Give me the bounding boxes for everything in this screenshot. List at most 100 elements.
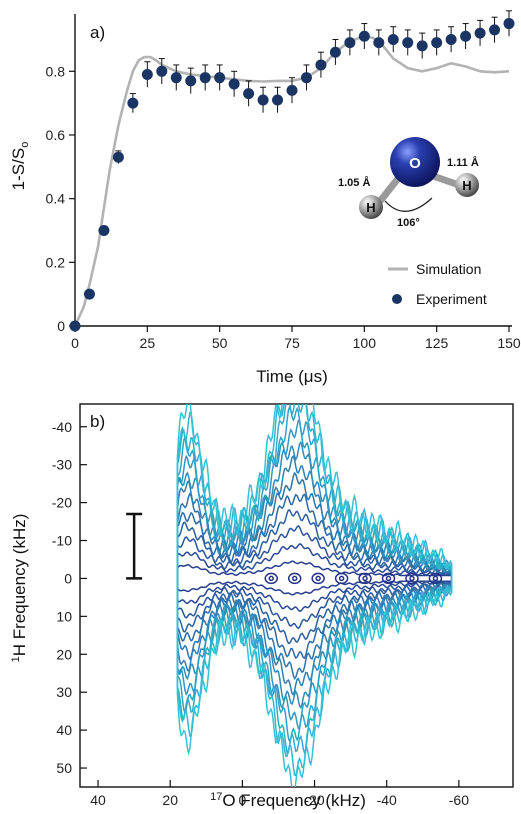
contour-ring-core [291, 575, 298, 582]
contour-ring-core [268, 575, 274, 582]
experiment-point [112, 151, 124, 163]
water-molecule-inset: O H H 1.05 Å 1.11 Å 106° [338, 137, 479, 229]
experiment-point [402, 37, 414, 49]
hydrogen-symbol-right: H [462, 178, 471, 193]
panel-b-y-axis-title-sup: 1 [10, 656, 22, 662]
bond-length-left: 1.05 Å [338, 176, 370, 189]
panel-a: 0 25 50 75 100 125 150 0 0.2 0.4 0.6 0.8 a) Time (μ… [9, 10, 521, 386]
experiment-point [199, 72, 211, 84]
panel-a-y-tick-label: 0 [57, 318, 65, 334]
panel-b-label: b) [90, 412, 105, 431]
experiment-point [214, 72, 226, 84]
experiment-point [286, 84, 298, 96]
experiment-point [170, 72, 182, 84]
bond-length-right: 1.11 Å [447, 156, 479, 169]
experiment-point [358, 30, 370, 42]
bond-angle-arc [384, 197, 433, 212]
experiment-point [503, 18, 515, 30]
panel-a-x-tick-label: 100 [353, 335, 377, 351]
panel-b-y-tick-label: 0 [64, 570, 72, 586]
experiment-point [460, 30, 472, 42]
experiment-point [69, 320, 81, 332]
panel-b-frame [79, 403, 514, 788]
panel-b-x-tick-label: -20 [304, 792, 324, 808]
panel-b-y-tick-label: 20 [56, 646, 72, 662]
experiment-point [315, 59, 327, 71]
panel-a-y-tick-label: 0.2 [46, 254, 66, 270]
panel-a-x-tick-label: 50 [212, 335, 228, 351]
panel-a-x-tick-label: 0 [71, 335, 79, 351]
panel-a-y-tick-label: 0.6 [46, 127, 66, 143]
experiment-point [243, 88, 255, 100]
panel-b: 40 20 0 -20 -40 -60 -40 -30 -20 -10 0 10 20 30 40 50 b)… [10, 403, 514, 810]
bond-angle-label: 106° [397, 217, 420, 229]
hydrogen-atom-left [359, 195, 383, 219]
panel-b-y-tick-label: 40 [56, 722, 72, 738]
experiment-point [98, 224, 110, 236]
panel-a-x-tick-label: 75 [284, 335, 300, 351]
panel-a-y-tick-label: 0.4 [46, 191, 66, 207]
experiment-point [344, 37, 356, 49]
contour-line [176, 404, 453, 787]
legend: Simulation Experiment [388, 261, 487, 307]
panel-b-y-tick-label: -10 [52, 533, 72, 549]
contour-ring-core [362, 575, 368, 582]
panel-b-y-axis-title: 1H Frequency (kHz) [10, 514, 29, 663]
panel-b-x-axis-title: 17O Frequency (kHz) [210, 791, 366, 810]
experiment-point [185, 75, 197, 87]
panel-b-x-tick-label: 20 [162, 792, 178, 808]
oxygen-symbol: O [409, 155, 421, 172]
experiment-point [387, 33, 399, 45]
panel-a-y-axis-title-sub: o [19, 142, 31, 148]
panel-b-x-axis-title-sup: 17 [210, 791, 222, 803]
experiment-point [141, 68, 153, 80]
panel-b-x-tick-label: -40 [377, 792, 397, 808]
contour-ring-core [385, 575, 392, 582]
contour-ring [428, 572, 443, 585]
panel-b-y-axis-title-main: H Frequency (kHz) [10, 514, 29, 657]
hydrogen-symbol-left: H [366, 200, 375, 215]
experiment-point [329, 46, 341, 58]
panel-a-y-axis-title: 1-S/So [9, 142, 31, 191]
panel-a-label: a) [90, 23, 105, 42]
contour-line [176, 404, 453, 777]
panel-b-x-tick-label: -60 [449, 792, 469, 808]
experiment-point [83, 288, 95, 300]
panel-a-x-axis-title: Time (μs) [256, 367, 328, 386]
contour-ring [358, 572, 372, 585]
contour-ring [311, 572, 325, 585]
legend-experiment-swatch [392, 294, 402, 304]
panel-a-x-tick-label: 125 [425, 335, 449, 351]
contour-ring [334, 572, 349, 585]
experiment-point [431, 37, 443, 49]
legend-simulation-label: Simulation [416, 261, 481, 277]
panel-a-y-tick-label: 0.8 [46, 63, 66, 79]
panel-b-y-tick-label: -30 [52, 457, 72, 473]
contour-ring-core [338, 575, 345, 582]
contour-ring [264, 572, 278, 585]
experiment-point [416, 40, 428, 52]
contour-ring-core [432, 575, 439, 582]
experiment-point [127, 97, 139, 109]
contour-ring [287, 572, 302, 585]
hydrogen-atom-right [455, 173, 479, 197]
experiment-point [474, 27, 486, 39]
legend-experiment-label: Experiment [416, 291, 487, 307]
panel-a-x-tick-label: 150 [497, 335, 521, 351]
experiment-point [489, 24, 501, 36]
experiment-point [300, 72, 312, 84]
panel-b-y-tick-label: 10 [56, 608, 72, 624]
panel-b-x-axis-title-main: O Frequency (kHz) [222, 791, 366, 810]
panel-a-x-tick-label: 25 [140, 335, 156, 351]
contour-ring-core [315, 575, 321, 582]
contour-ring [405, 572, 419, 585]
panel-b-y-tick-label: 50 [56, 760, 72, 776]
panel-b-x-tick-label: 0 [238, 792, 246, 808]
panel-b-x-tick-label: 40 [90, 792, 106, 808]
experiment-point [228, 78, 240, 90]
panel-b-y-tick-label: 30 [56, 684, 72, 700]
oxygen-atom [390, 137, 440, 187]
contour-ring-core [409, 575, 415, 582]
experiment-point [156, 65, 168, 77]
